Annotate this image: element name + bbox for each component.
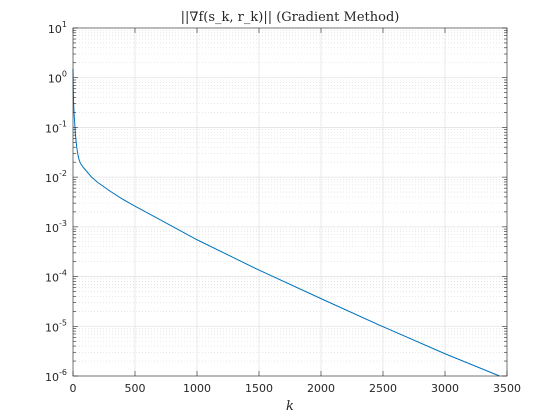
x-tick-label: 2500: [369, 382, 397, 395]
y-tick-label: 10-5: [45, 318, 67, 334]
x-tick-label: 3500: [493, 382, 521, 395]
y-tick-label: 10-4: [45, 269, 67, 285]
x-tick-label: 2000: [307, 382, 335, 395]
plot-area: [73, 28, 507, 376]
y-tick-label: 10-6: [45, 368, 67, 384]
x-tick-label: 3000: [431, 382, 459, 395]
series-line: [72, 68, 500, 377]
y-tick-labels: 10-6 10-5 10-4 10-3 10-2 10-1 100 101: [45, 20, 67, 384]
x-tick-label: 500: [125, 382, 146, 395]
y-tick-label: 10-1: [45, 119, 67, 135]
y-tick-label: 10-3: [45, 219, 67, 235]
plot-frame: [72, 27, 508, 377]
series-layer: [72, 68, 500, 377]
y-tick-label: 10-2: [45, 169, 67, 185]
x-axis-title: k: [286, 399, 294, 414]
chart-title: ||∇f(s_k, r_k)|| (Gradient Method): [181, 10, 400, 25]
y-tick-label: 100: [48, 70, 67, 86]
y-tick-label: 101: [48, 20, 67, 36]
minor-grid: [73, 29, 507, 362]
x-tick-label: 0: [70, 382, 77, 395]
x-tick-labels: 0 500 1000 1500 2000 2500 3000 3500: [70, 382, 522, 395]
axis-ticks: [72, 27, 508, 377]
x-tick-label: 1000: [183, 382, 211, 395]
x-tick-label: 1500: [245, 382, 273, 395]
